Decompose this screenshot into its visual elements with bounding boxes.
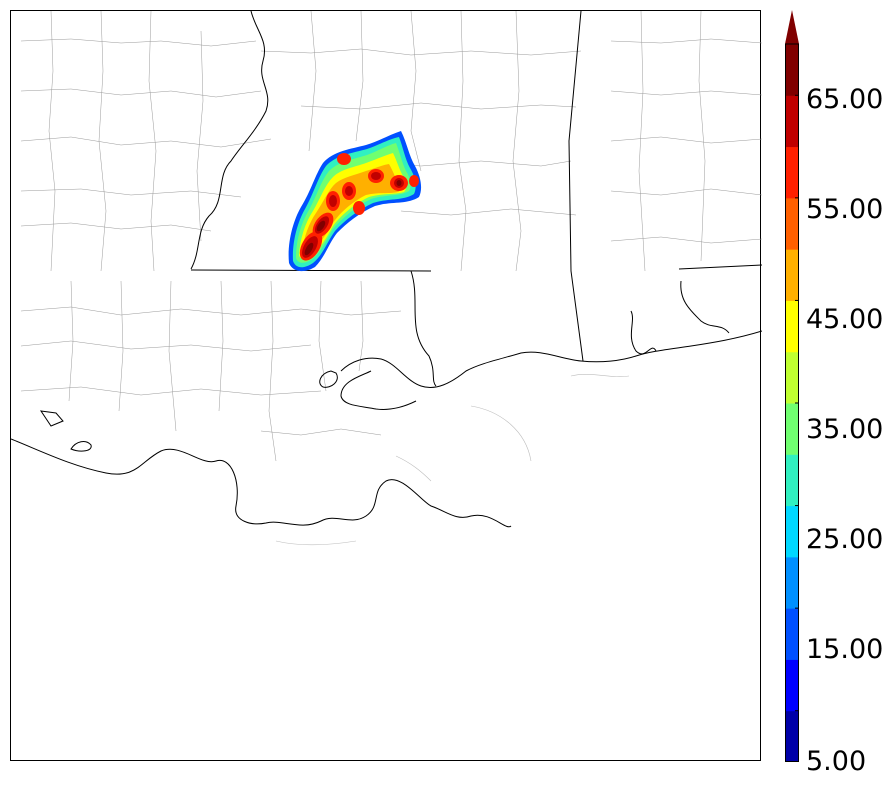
colorbar-label-15: 15.00: [806, 634, 884, 665]
storm-reflectivity: [288, 131, 422, 272]
colorbar-segment: [785, 403, 799, 455]
colorbar: [785, 10, 799, 762]
colorbar-label-5: 5.00: [806, 746, 867, 777]
state-boundaries: [11, 11, 762, 528]
coastal-shoals: [275, 374, 630, 546]
colorbar-segment: [785, 454, 799, 507]
colorbar-segment: [785, 710, 799, 762]
colorbar-segment: [785, 249, 799, 301]
basemap: [11, 11, 762, 546]
colorbar-segment: [785, 300, 799, 353]
colorbar-segment: [785, 95, 799, 148]
colorbar-label-45: 45.00: [806, 304, 884, 335]
colorbar-label-55: 55.00: [806, 194, 884, 225]
colorbar-label-25: 25.00: [806, 524, 884, 555]
colorbar-extend-arrow: [785, 10, 799, 44]
map-panel: [10, 10, 762, 761]
colorbar-label-35: 35.00: [806, 414, 884, 445]
colorbar-segment: [785, 505, 799, 558]
colorbar-segment: [785, 146, 799, 199]
colorbar-segment: [785, 556, 799, 609]
colorbar-label-65: 65.00: [806, 84, 884, 115]
colorbar-segment: [785, 44, 799, 96]
colorbar-segment: [785, 608, 799, 660]
colorbar-segment: [785, 659, 799, 712]
colorbar-segment: [785, 197, 799, 250]
colorbar-segment: [785, 351, 799, 404]
county-boundaries: [20, 11, 762, 462]
